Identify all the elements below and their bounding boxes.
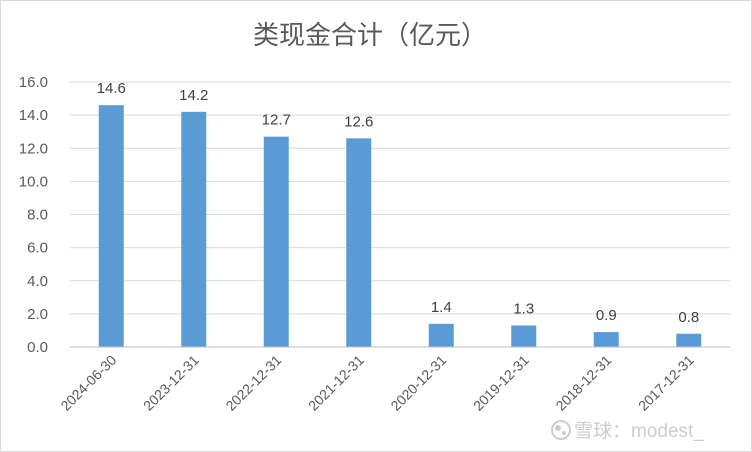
y-tick-label: 6.0 <box>27 240 48 257</box>
data-label: 1.3 <box>513 300 534 317</box>
gridlines <box>70 81 730 315</box>
y-tick-label: 14.0 <box>19 107 48 124</box>
y-tick-label: 10.0 <box>19 173 48 190</box>
bar <box>346 138 372 347</box>
bar <box>676 333 702 347</box>
watermark-text: 雪球：modest_ <box>574 420 704 442</box>
data-labels: 14.6 14.2 12.7 12.6 1.4 1.3 0.9 0.8 <box>97 80 700 326</box>
data-label: 14.2 <box>179 87 208 104</box>
data-label: 1.4 <box>431 299 452 316</box>
chart-title: 类现金合计（亿元） <box>253 21 487 51</box>
bar <box>511 325 537 347</box>
bars <box>98 105 702 347</box>
y-tick-label: 16.0 <box>19 74 48 91</box>
data-label: 14.6 <box>97 80 126 97</box>
bar <box>263 136 289 347</box>
data-label: 12.6 <box>344 113 373 130</box>
y-tick-label: 2.0 <box>27 306 48 323</box>
bar <box>428 323 454 347</box>
y-axis-ticks: 0.0 2.0 4.0 6.0 8.0 10.0 12.0 14.0 16.0 <box>19 74 48 356</box>
watermark: 雪球：modest_ <box>551 420 704 442</box>
bar <box>98 105 124 347</box>
xueqiu-logo-icon <box>551 420 571 440</box>
y-tick-label: 8.0 <box>27 207 48 224</box>
data-label: 12.7 <box>262 112 291 129</box>
bar <box>593 332 619 347</box>
y-tick-label: 4.0 <box>27 273 48 290</box>
bar <box>181 111 207 347</box>
data-label: 0.9 <box>596 307 617 324</box>
data-label: 0.8 <box>678 309 699 326</box>
y-tick-label: 0.0 <box>27 339 48 356</box>
y-tick-label: 12.0 <box>19 140 48 157</box>
